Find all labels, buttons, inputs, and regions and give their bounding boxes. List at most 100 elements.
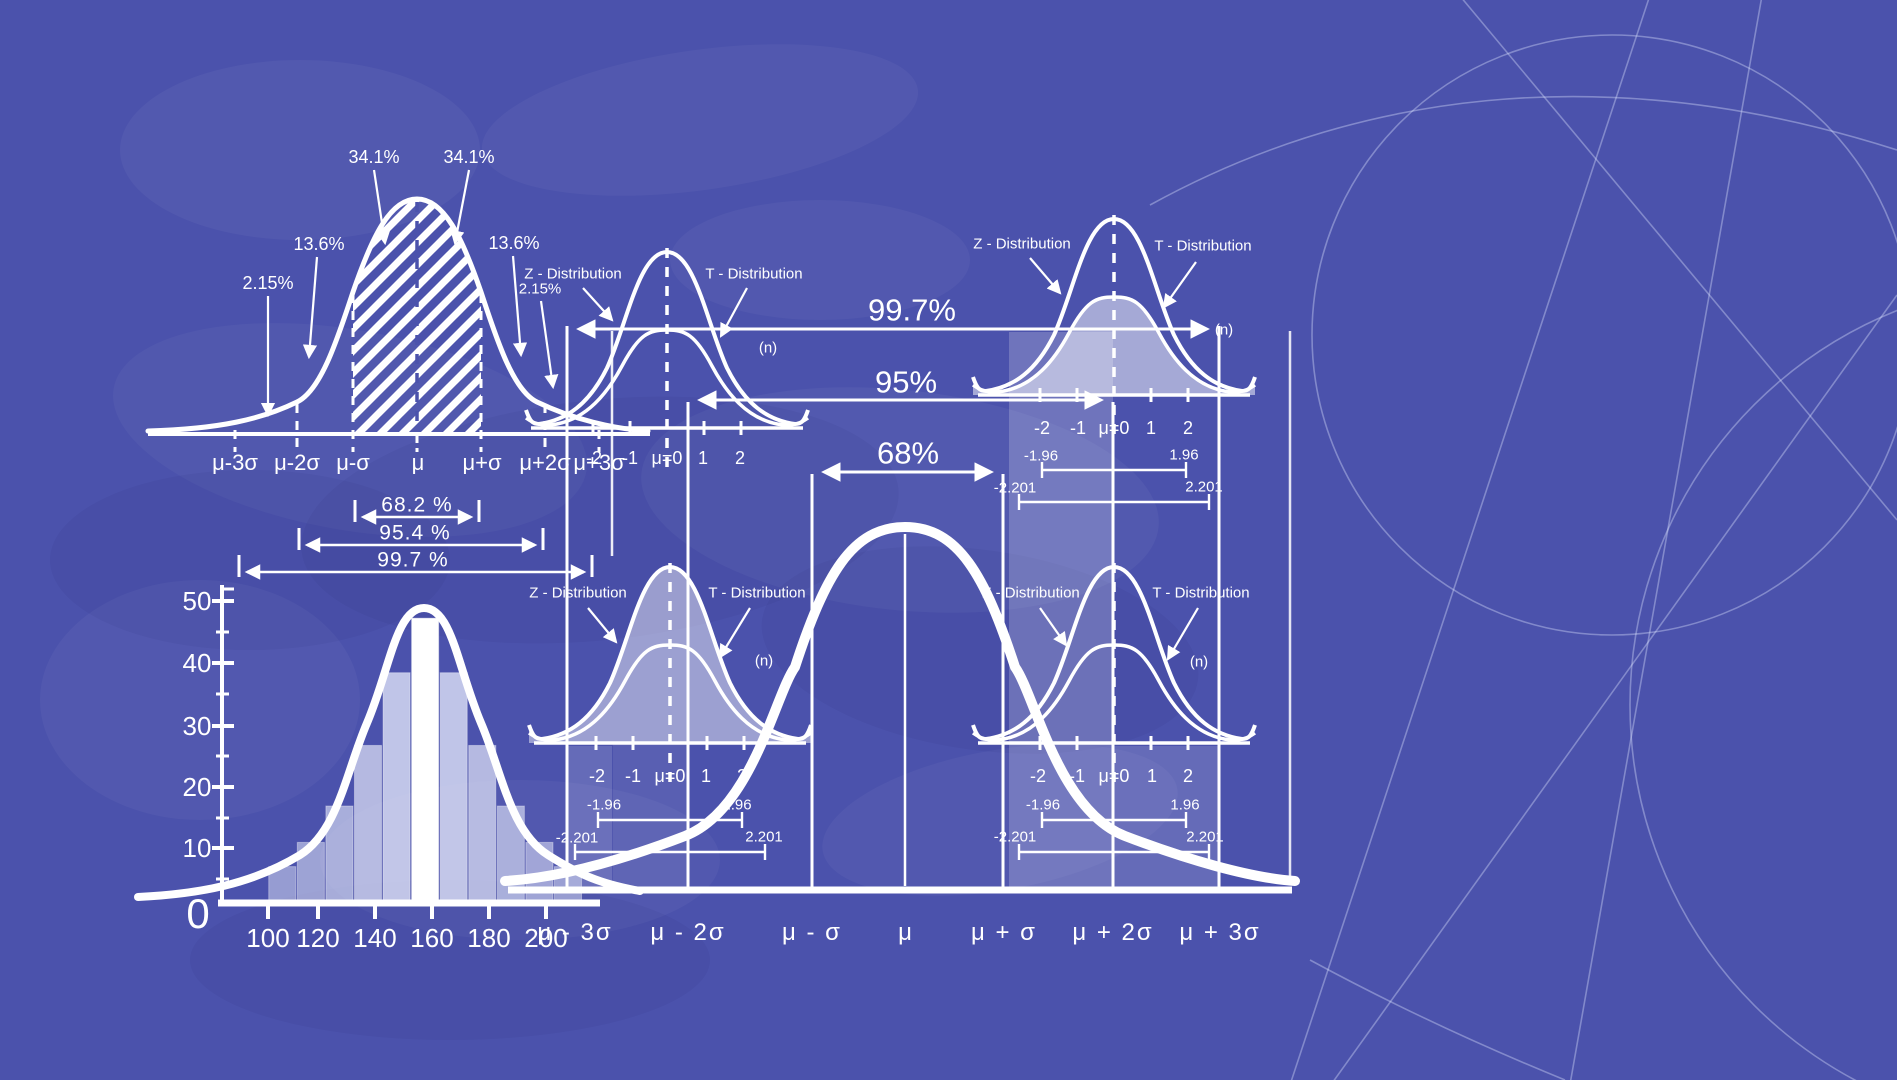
origin-label: 0 <box>186 890 210 937</box>
x-tick-label: 1 <box>1146 766 1158 786</box>
x-tick-label: μ=0 <box>1098 418 1130 438</box>
construction-arc <box>1149 95 1897 206</box>
segment-percent-label: 2.15% <box>242 273 294 293</box>
x-tick-label: μ-σ <box>336 450 370 475</box>
axis-ticks <box>1038 736 1190 750</box>
x-tick-label: μ=0 <box>654 766 686 786</box>
x-tick-label: -2 <box>1029 766 1047 786</box>
x-tick-label: 180 <box>467 923 511 953</box>
x-tick-label: μ-2σ <box>274 450 320 475</box>
sample-size-label: (n) <box>1214 321 1234 339</box>
construction-line <box>1569 0 1763 1080</box>
histogram-bars <box>268 617 583 904</box>
t-critical-label: 2.201 <box>1185 478 1223 496</box>
x-ticks <box>266 905 548 919</box>
zt-chart-top-middle <box>524 248 810 470</box>
histogram-bar <box>382 672 411 904</box>
hatched-area <box>353 199 481 432</box>
x-tick-label: -2 <box>1033 418 1051 438</box>
x-tick-label: μ+σ <box>462 450 502 475</box>
sigma-gridlines <box>233 294 601 452</box>
t-critical-label: -2.201 <box>993 828 1037 846</box>
sample-size-label: (n) <box>1189 653 1209 671</box>
x-tick-label: μ <box>898 919 914 946</box>
x-tick-label: μ=0 <box>651 448 683 468</box>
x-tick-label: μ-3σ <box>212 450 258 475</box>
x-tick-label: 1 <box>697 448 709 468</box>
y-tick-label: 40 <box>182 648 212 678</box>
x-tick-label: μ - 2σ <box>650 919 726 946</box>
interval-label: 95.4 % <box>379 521 451 545</box>
x-tick-label: 120 <box>296 923 340 953</box>
y-tick-label: 50 <box>182 586 212 616</box>
z-critical-label: -1.96 <box>586 796 622 814</box>
t-distribution-label: T - Distribution <box>705 265 803 283</box>
histogram-bar <box>353 744 383 904</box>
x-tick-label: 2 <box>736 766 748 786</box>
t-distribution-label: T - Distribution <box>1154 237 1252 255</box>
y-ticks <box>212 587 234 881</box>
y-tick-label: 10 <box>182 833 212 863</box>
structure-verticals <box>565 326 1292 888</box>
legend-arrows <box>1029 257 1197 309</box>
segment-percent-label: 34.1% <box>348 147 400 167</box>
t-critical-label: -2.201 <box>555 829 599 847</box>
normal-curve <box>145 196 651 434</box>
x-tick-label: μ - 3σ <box>537 919 613 946</box>
x-tick-label: -2 <box>585 448 603 468</box>
y-tick-label: 30 <box>182 711 212 741</box>
interval-label: 99.7 % <box>377 548 449 572</box>
axis-ticks <box>594 736 746 750</box>
x-tick-label: μ + σ <box>971 919 1037 946</box>
z-curve <box>524 249 810 427</box>
bell-curve <box>500 521 1300 886</box>
x-tick-label: 1 <box>1145 418 1157 438</box>
empirical-interval-label: 95% <box>874 364 938 400</box>
z-critical-label: -1.96 <box>1025 796 1061 814</box>
z-critical-label: 1.96 <box>1170 796 1200 814</box>
construction-circle <box>1629 309 1897 1080</box>
x-tick-label: μ - σ <box>782 919 842 946</box>
x-tick-label: 140 <box>353 923 397 953</box>
x-tick-label: 200 <box>524 923 568 953</box>
segment-percent-label: 2.15% <box>518 280 562 298</box>
z-distribution-label: Z - Distribution <box>982 584 1080 602</box>
empirical-interval-label: 68% <box>876 435 940 471</box>
y-tick-label: 20 <box>182 772 212 802</box>
z-critical-label: -1.96 <box>1023 447 1059 465</box>
segment-percent-label: 13.6% <box>488 233 540 253</box>
segment-arrows <box>260 169 559 418</box>
big-bell-curve <box>500 521 1300 894</box>
x-tick-label: -1 <box>621 448 639 468</box>
chart-histogram <box>134 585 644 919</box>
construction-line <box>1333 294 1897 1080</box>
construction-arc <box>1309 959 1566 1080</box>
t-curve <box>524 328 810 427</box>
x-tick-label: 160 <box>410 923 454 953</box>
x-tick-label: 2 <box>734 448 746 468</box>
t-distribution-label: T - Distribution <box>1152 584 1250 602</box>
histogram-bar <box>439 672 468 904</box>
chart-standard-normal <box>145 169 651 580</box>
x-tick-label: 100 <box>246 923 290 953</box>
x-tick-label: μ=0 <box>1098 766 1130 786</box>
z-distribution-label: Z - Distribution <box>524 265 622 283</box>
z-critical-label: 1.96 <box>1169 446 1199 464</box>
construction-line <box>1462 0 1897 521</box>
t-distribution-label: T - Distribution <box>708 584 806 602</box>
legend-arrows <box>582 287 748 338</box>
zt-chart-top-right <box>971 215 1257 510</box>
empirical-structure <box>565 319 1292 888</box>
background-geometry <box>1149 0 1897 1080</box>
legend-arrows <box>587 607 751 659</box>
x-tick-label: μ + 2σ <box>1072 919 1154 946</box>
legend-arrows <box>1039 607 1199 661</box>
sample-size-label: (n) <box>754 652 774 670</box>
interval-brackets <box>237 500 594 580</box>
x-tick-label: μ + 3σ <box>1179 919 1261 946</box>
construction-circle <box>1311 34 1897 636</box>
t-critical-label: -2.201 <box>993 479 1037 497</box>
x-tick-label: -1 <box>1069 418 1087 438</box>
interval-label: 68.2 % <box>381 493 453 517</box>
